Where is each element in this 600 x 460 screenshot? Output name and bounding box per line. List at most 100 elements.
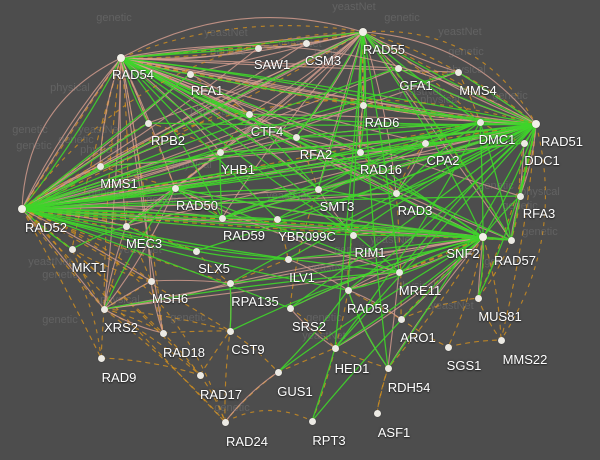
graph-node-smt3[interactable] [314, 185, 322, 193]
graph-node-rad53[interactable] [344, 286, 352, 294]
edge-genetic [352, 234, 484, 238]
edge-genetic [287, 123, 537, 260]
graph-node-mms1[interactable] [96, 162, 104, 170]
edge-physical [120, 57, 399, 69]
graph-node-rad9[interactable] [97, 354, 105, 362]
edge-genetic [21, 208, 349, 291]
graph-node-rad55[interactable] [359, 28, 367, 36]
edge-genetic [362, 31, 400, 273]
edge-arc-predicted [224, 409, 313, 423]
graph-node-snf2[interactable] [479, 233, 487, 241]
graph-node-gfa1[interactable] [394, 64, 402, 72]
edge-genetic [395, 123, 537, 194]
edge-predicted [71, 248, 152, 282]
graph-node-rad16[interactable] [356, 148, 364, 156]
edge-predicted [120, 57, 129, 227]
graph-node-ddc1[interactable] [520, 139, 528, 147]
graph-node-yhb1[interactable] [216, 148, 224, 156]
edge-predicted [387, 236, 484, 369]
graph-node-rpt3[interactable] [308, 417, 316, 425]
graph-node-rdh54[interactable] [384, 364, 392, 372]
graph-node-slx5[interactable] [192, 247, 200, 255]
edge-genetic [174, 187, 223, 219]
edge-genetic [397, 67, 537, 125]
graph-node-rad17[interactable] [196, 371, 204, 379]
graph-node-rpb2[interactable] [144, 119, 152, 127]
edge-genetic [311, 347, 336, 422]
graph-node-mkt1[interactable] [68, 245, 76, 253]
edge-physical [362, 31, 537, 125]
graph-node-srs2[interactable] [286, 304, 294, 312]
edge-genetic [317, 188, 484, 238]
edge-physical [103, 308, 164, 334]
edge-genetic [295, 121, 481, 138]
graph-node-csm3[interactable] [302, 39, 310, 47]
graph-node-msh6[interactable] [147, 277, 155, 285]
edge-predicted [376, 367, 389, 414]
graph-node-rad59[interactable] [218, 214, 226, 222]
edge-genetic [120, 47, 259, 59]
graph-node-rad51[interactable] [532, 120, 540, 128]
edge-predicted [295, 136, 319, 190]
edge-physical [387, 236, 484, 369]
edge-predicted [395, 142, 426, 194]
edge-genetic [317, 31, 364, 190]
edge-physical [257, 31, 364, 49]
graph-node-ctf4[interactable] [245, 110, 253, 118]
edge-genetic [276, 121, 481, 220]
graph-node-aro1[interactable] [397, 315, 405, 323]
edge-genetic [277, 289, 349, 373]
graph-node-cpa2[interactable] [421, 139, 429, 147]
graph-node-cst9[interactable] [226, 327, 234, 335]
graph-node-rfa2[interactable] [292, 133, 300, 141]
edge-physical [21, 57, 122, 210]
edge-genetic [311, 236, 484, 422]
graph-node-ybr099c[interactable] [273, 215, 281, 223]
edge-genetic [125, 187, 176, 227]
graph-node-saw1[interactable] [254, 44, 262, 52]
edge-predicted [229, 330, 279, 373]
graph-node-mec3[interactable] [122, 222, 130, 230]
graph-node-rad54[interactable] [117, 54, 125, 62]
graph-node-gus1[interactable] [274, 368, 282, 376]
graph-node-rad24[interactable] [221, 418, 229, 426]
edge-predicted [103, 308, 201, 376]
graph-node-rfa3[interactable] [516, 192, 524, 200]
graph-node-rad57[interactable] [507, 236, 515, 244]
graph-node-asf1[interactable] [373, 409, 381, 417]
edge-genetic [221, 121, 481, 219]
graph-node-hed1[interactable] [331, 344, 339, 352]
edge-arc-predicted [21, 208, 102, 359]
graph-node-sgs1[interactable] [444, 343, 452, 351]
edge-genetic [21, 104, 364, 210]
edge-predicted [174, 187, 223, 219]
graph-node-rpa135[interactable] [226, 279, 234, 287]
graph-node-mus81[interactable] [474, 294, 482, 302]
edge-genetic [362, 31, 484, 238]
edge-predicted [477, 297, 502, 341]
edge-predicted [289, 307, 336, 349]
graph-node-rad6[interactable] [359, 101, 367, 109]
graph-node-rad52[interactable] [18, 205, 26, 213]
edge-genetic [395, 121, 481, 194]
graph-node-rad18[interactable] [159, 329, 167, 337]
edge-predicted [334, 347, 389, 369]
graph-node-dmc1[interactable] [476, 118, 484, 126]
edge-genetic [120, 57, 354, 236]
graph-node-rad50[interactable] [171, 184, 179, 192]
graph-node-mre11[interactable] [395, 268, 403, 276]
edge-genetic [125, 225, 197, 252]
graph-node-rim1[interactable] [349, 231, 357, 239]
edge-predicted [199, 330, 231, 376]
graph-node-mms4[interactable] [454, 68, 462, 76]
graph-node-ilv1[interactable] [284, 255, 292, 263]
graph-node-xrs2[interactable] [100, 305, 108, 313]
edge-genetic [21, 67, 399, 210]
graph-node-mms22[interactable] [497, 336, 505, 344]
edge-genetic [120, 57, 223, 219]
graph-node-rfa1[interactable] [186, 70, 194, 78]
edge-genetic [21, 208, 291, 309]
edge-genetic [479, 121, 484, 238]
graph-node-rad3[interactable] [392, 189, 400, 197]
